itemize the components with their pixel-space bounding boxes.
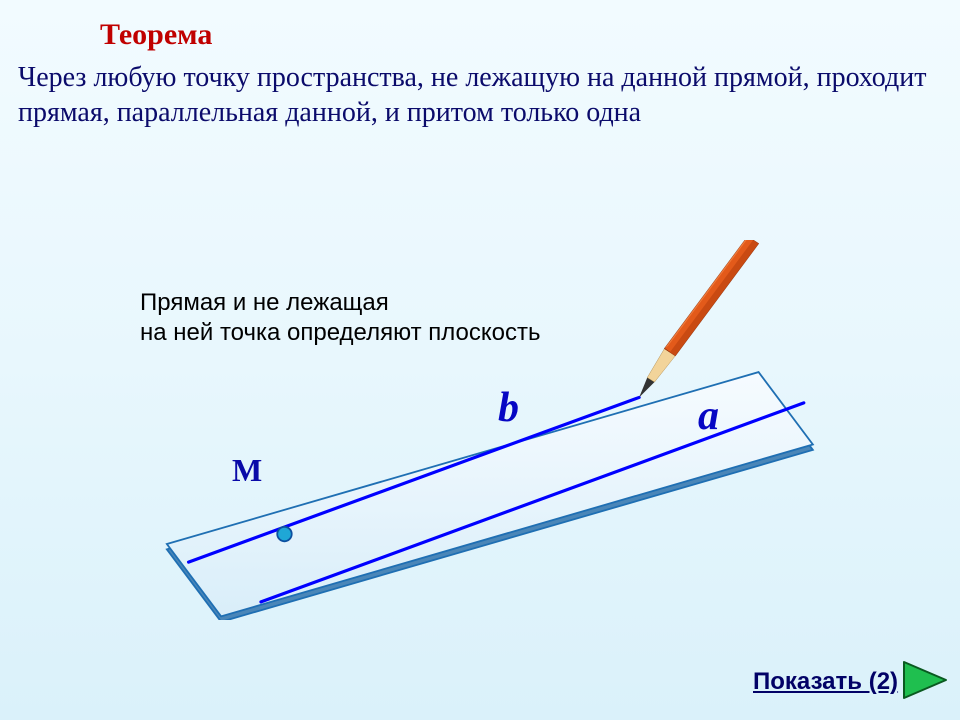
theorem-statement: Через любую точку пространства, не лежащ… — [18, 60, 930, 130]
point-m — [277, 527, 291, 541]
slide: Теорема Через любую точку пространства, … — [0, 0, 960, 720]
theorem-title: Теорема — [100, 18, 212, 52]
next-arrow-button[interactable] — [902, 660, 948, 700]
label-b: b — [498, 384, 519, 432]
label-a: a — [698, 392, 719, 440]
show-button[interactable]: Показать (2) — [753, 668, 898, 696]
label-m: М — [232, 452, 262, 489]
pencil-icon — [639, 240, 758, 397]
